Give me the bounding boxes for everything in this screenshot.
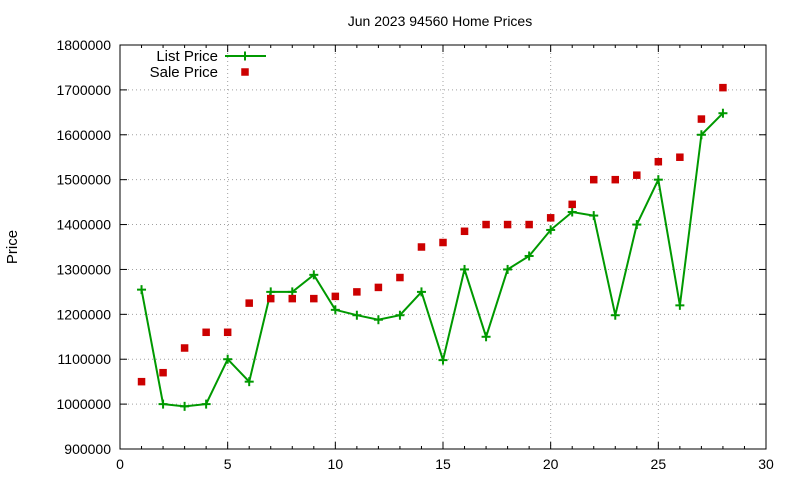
sale-price-point — [697, 115, 706, 123]
sale-price-point — [460, 227, 469, 236]
list-price-point — [438, 355, 448, 365]
list-price-point — [223, 354, 233, 364]
series — [137, 83, 728, 411]
list-price-point — [460, 264, 470, 274]
legend-label-list-price: List Price — [156, 48, 218, 65]
list-price-point — [546, 225, 556, 235]
series-list-price — [137, 108, 728, 411]
sale-price-point — [482, 220, 490, 229]
sale-price-point — [396, 273, 404, 282]
list-price-point — [675, 300, 685, 310]
y-tick-label: 1500000 — [56, 172, 111, 188]
list-price-point — [244, 377, 254, 387]
sale-price-point — [159, 368, 167, 377]
sale-price-point — [202, 328, 210, 337]
sale-price-point — [180, 344, 189, 352]
sale-price-point — [719, 83, 727, 92]
grid — [120, 45, 766, 449]
list-price-point — [589, 211, 599, 221]
list-price-point — [696, 130, 706, 140]
y-tick-label: 1700000 — [56, 82, 111, 98]
y-tick-label: 1400000 — [56, 217, 111, 233]
y-tick-label: 1300000 — [56, 261, 111, 277]
sale-price-point — [676, 153, 684, 161]
sale-price-point — [417, 243, 426, 251]
list-price-point — [373, 315, 383, 325]
sale-price-point — [568, 200, 576, 209]
chart-title: Jun 2023 94560 Home Prices — [348, 13, 532, 29]
legend-marker-sale-price — [241, 68, 249, 76]
x-tick-label: 30 — [758, 456, 774, 472]
list-price-point — [632, 220, 642, 230]
x-tick-label: 5 — [224, 456, 232, 472]
y-axis-label: Price — [4, 230, 21, 264]
list-price-point — [309, 270, 319, 280]
y-tick-label: 1800000 — [56, 37, 111, 53]
list-price-point — [567, 207, 577, 217]
x-tick-label: 25 — [651, 456, 667, 472]
y-tick-label: 1000000 — [56, 396, 111, 412]
sale-price-point — [633, 171, 641, 179]
sale-price-point — [137, 377, 146, 386]
sale-price-point — [546, 214, 555, 222]
legend-marker-list-price — [240, 51, 250, 61]
list-price-point — [718, 108, 728, 118]
list-price-point — [481, 332, 491, 342]
list-price-point — [158, 399, 168, 409]
x-tick-label: 0 — [116, 456, 124, 472]
y-tick-label: 1200000 — [56, 306, 111, 322]
list-price-point — [352, 310, 362, 320]
list-price-point — [503, 264, 513, 274]
y-tick-label: 1100000 — [58, 351, 112, 367]
y-tick-label: 900000 — [64, 441, 111, 457]
sale-price-point — [374, 283, 383, 292]
sale-price-point — [439, 238, 447, 247]
y-tick-label: 1600000 — [56, 127, 111, 143]
list-price-point — [653, 175, 663, 185]
list-price-point — [201, 399, 211, 409]
sale-price-point — [223, 328, 232, 337]
sale-price-point — [310, 294, 318, 303]
series-sale-price — [137, 83, 727, 386]
sale-price-point — [353, 288, 361, 296]
list-price-point — [180, 401, 190, 411]
x-tick-label: 15 — [435, 456, 451, 472]
list-price-point — [137, 285, 147, 295]
list-price-point — [610, 310, 620, 320]
list-price-point — [395, 310, 405, 320]
sale-price-point — [245, 299, 253, 307]
list-price-point — [524, 251, 534, 261]
legend-label-sale-price: Sale Price — [150, 64, 218, 81]
sale-price-point — [331, 292, 340, 301]
axis-ticks: 900000 1000000 1100000 1200000 1300000 140000… — [56, 37, 774, 472]
list-price-line — [140, 112, 724, 408]
sale-price-point — [525, 220, 533, 229]
x-tick-label: 20 — [543, 456, 559, 472]
sale-price-point — [654, 157, 663, 166]
sale-price-point — [589, 175, 598, 184]
list-price-point — [330, 305, 340, 315]
sale-price-point — [288, 294, 297, 303]
x-tick-label: 10 — [328, 456, 344, 472]
list-price-point — [416, 287, 426, 297]
sale-price-point — [266, 294, 275, 303]
sale-price-point — [503, 220, 512, 229]
sale-price-point — [611, 175, 620, 184]
